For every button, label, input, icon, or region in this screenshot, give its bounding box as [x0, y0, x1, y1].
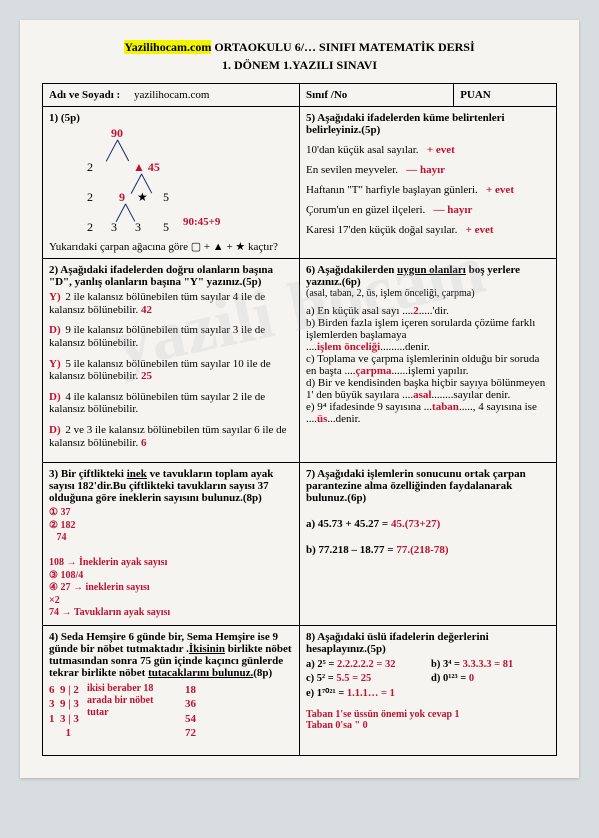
q4-left: 6 9 | 2 3 9 | 3 1 3 | 3 1 [49, 683, 79, 740]
q6-cell: 6) Aşağıdakilerden uygun olanları boş ye… [300, 259, 557, 463]
q7-cell: 7) Aşağıdaki işlemlerin sonucunu ortak ç… [300, 463, 557, 626]
q1-cell: 1) (5p) 90 2 ▲ 45 2 9 ★ 5 2 3 [43, 107, 300, 259]
q6-title: 6) Aşağıdakilerden uygun olanları boş ye… [306, 264, 520, 288]
site-highlight: Yazilihocam.com [124, 40, 211, 54]
factor-tree: 90 2 ▲ 45 2 9 ★ 5 2 3 3 5 [59, 128, 293, 238]
q8-cell: 8) Aşağıdaki üslü ifadelerin değerlerini… [300, 625, 557, 755]
q4-mid: ikisi beraber 18 arada bir nöbet tutar [87, 683, 177, 740]
q3-title: 3) Bir çiftlikteki inek ve tavukların to… [49, 468, 273, 504]
name-label: Adı ve Soyadı : [49, 89, 120, 101]
q3-cell: 3) Bir çiftlikteki inek ve tavukların to… [43, 463, 300, 626]
q4-cell: 4) Seda Hemşire 6 günde bir, Sema Hemşir… [43, 625, 300, 755]
exam-table: Adı ve Soyadı : yazilihocam.com Sınıf /N… [42, 83, 557, 756]
q8-note: Taban 1'se üssün önemi yok cevap 1 Taban… [306, 709, 550, 731]
score-label: PUAN [460, 89, 491, 101]
q2-list: Y) 2 ile kalansız bölünebilen tüm sayıla… [49, 291, 293, 449]
q1-title: 1) (5p) [49, 112, 293, 124]
q5-cell: 5) Aşağıdaki ifadelerden küme belirtenle… [300, 107, 557, 259]
q6-sub: (asal, taban, 2, üs, işlem önceliği, çar… [306, 288, 550, 299]
exam-page: yazili hocam Yazilihocam.com ORTAOKULU 6… [20, 20, 579, 778]
q3-work: ① 37 ② 182 74 108 → İneklerin ayak sayıs… [49, 507, 293, 620]
header: Yazilihocam.com ORTAOKULU 6/… SINIFI MAT… [42, 34, 557, 83]
q2-cell: 2) Aşağıdaki ifadelerden doğru olanların… [43, 259, 300, 463]
side-calc: 90:45+9 [183, 216, 220, 228]
header-rest: ORTAOKULU 6/… SINIFI MATEMATİK DERSİ [211, 40, 474, 54]
q5-title: 5) Aşağıdaki ifadelerden küme belirtenle… [306, 112, 550, 136]
q8-title: 8) Aşağıdaki üslü ifadelerin değerlerini… [306, 631, 550, 655]
q2-title: 2) Aşağıdaki ifadelerden doğru olanların… [49, 264, 293, 288]
name-value: yazilihocam.com [134, 89, 209, 101]
header-line2: 1. DÖNEM 1.YAZILI SINAVI [42, 58, 557, 73]
q7-title: 7) Aşağıdaki işlemlerin sonucunu ortak ç… [306, 468, 550, 504]
q1-bottom: Yukarıdaki çarpan ağacına göre ▢ + ▲ + ★… [49, 240, 293, 253]
q4-right: 18 36 54 72 [185, 683, 196, 740]
q4-title: 4) Seda Hemşire 6 günde bir, Sema Hemşir… [49, 631, 292, 679]
class-label: Sınıf /No [306, 89, 347, 101]
q8-grid: a) 2⁵ = 2.2.2.2.2 = 32b) 3⁴ = 3.3.3.3 = … [306, 659, 550, 699]
